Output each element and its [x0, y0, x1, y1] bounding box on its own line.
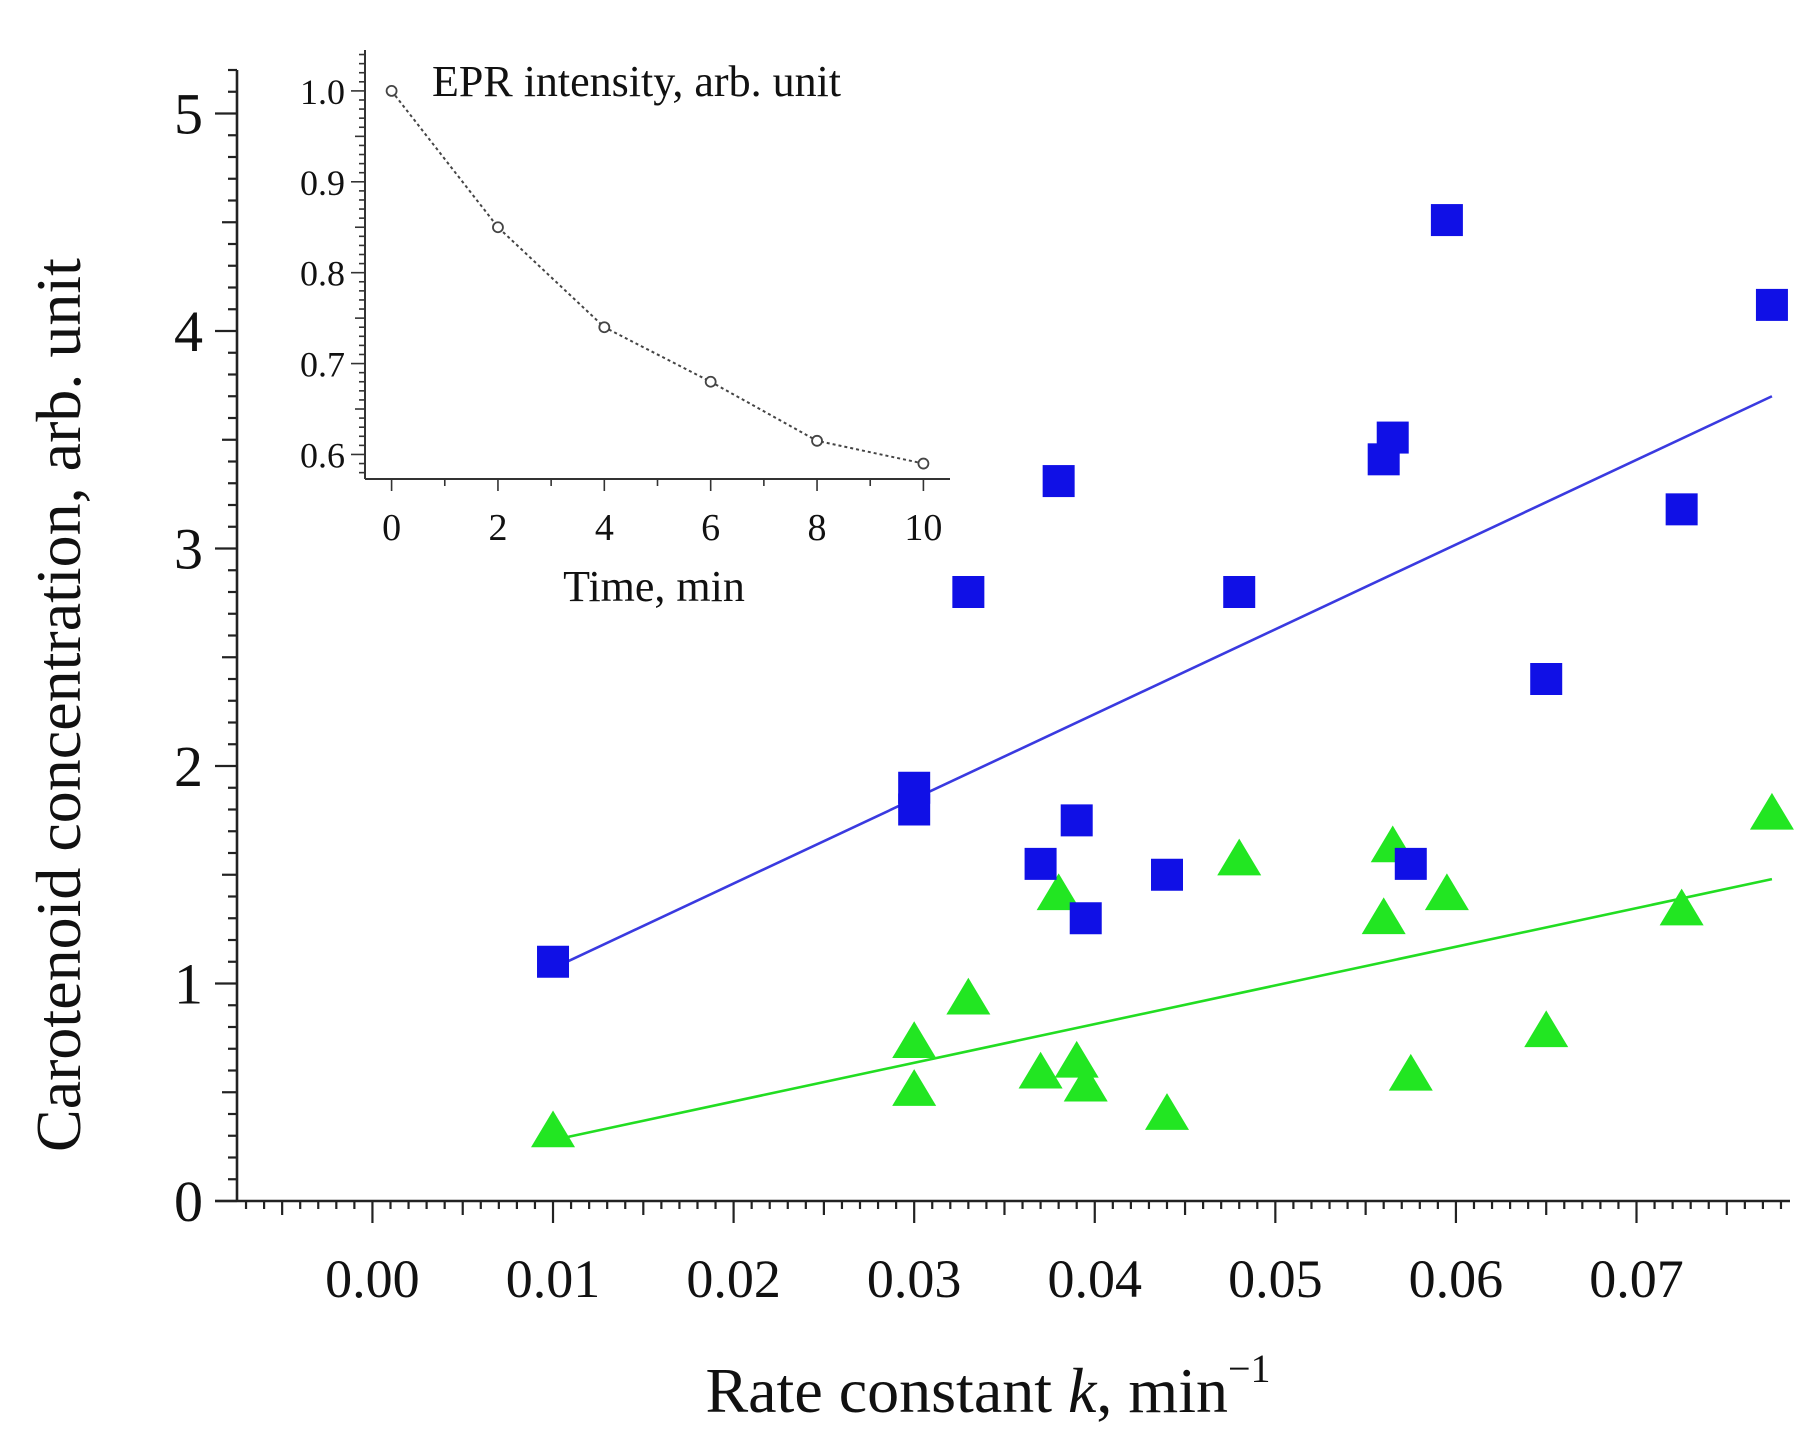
inset-data-points: [385, 85, 930, 470]
inset-tick-labels: 1.0 0.9 0.8 0.7 0.6 0 2 4 6 8 10: [300, 72, 942, 549]
main-x-axis-label: Rate constant k, min−1: [705, 1346, 1270, 1426]
square-data-point: [1069, 902, 1102, 935]
inset-y-tick-label: 0.6: [300, 435, 345, 475]
square-data-point: [1042, 465, 1075, 498]
triangle-data-point: [1388, 1053, 1433, 1091]
main-ticks: [215, 68, 1783, 1223]
triangle-data-point: [1054, 1040, 1099, 1078]
square-data-point: [537, 945, 570, 978]
x-tick-label: 0.01: [506, 1249, 601, 1309]
triangle-data-point: [892, 1021, 937, 1059]
square-data-point: [1394, 847, 1427, 880]
main-chart: 0 1 2 3 4 5 0.00 0.01 0.02 0.03 0.04 0.05 0.06 0.07 R…: [23, 68, 1794, 1426]
inset-x-tick-label: 4: [595, 507, 614, 549]
square-data-point: [952, 576, 985, 608]
triangle-data-point: [1063, 1064, 1108, 1102]
inset-data-point: [917, 457, 930, 470]
triangle-data-point: [1217, 838, 1262, 876]
square-data-point: [1223, 576, 1256, 608]
triangle-data-point: [1424, 873, 1469, 911]
x-tick-label: 0.02: [686, 1249, 781, 1309]
square-data-point: [1755, 288, 1788, 321]
y-tick-label: 0: [174, 1169, 203, 1234]
y-tick-label: 5: [174, 82, 203, 147]
inset-y-tick-label: 0.7: [300, 345, 345, 385]
inset-series-line: [390, 90, 924, 465]
y-tick-label: 1: [174, 952, 203, 1017]
x-tick-label: 0.00: [325, 1249, 420, 1309]
inset-data-point: [492, 221, 504, 234]
square-data-point: [1024, 847, 1057, 880]
triangle-data-point: [1524, 1010, 1569, 1048]
inset-x-axis-label: Time, min: [563, 562, 745, 611]
inset-y-tick-label: 0.9: [300, 163, 345, 203]
inset-x-tick-label: 2: [488, 507, 507, 549]
inset-x-tick-label: 6: [701, 507, 720, 549]
inset-x-tick-label: 8: [808, 507, 827, 549]
square-series-trend-line: [552, 395, 1773, 970]
main-trend-lines: [552, 395, 1773, 1142]
inset-data-point: [704, 375, 717, 388]
inset-ticks: [351, 53, 925, 491]
inset-y-tick-label: 0.8: [300, 254, 345, 294]
inset-y-tick-label: 1.0: [300, 72, 345, 112]
square-data-point: [1060, 804, 1093, 837]
triangle-series-trend-line: [552, 877, 1773, 1142]
square-data-point: [1665, 493, 1698, 526]
main-data-points: [531, 204, 1794, 1148]
x-tick-label: 0.06: [1409, 1249, 1504, 1309]
square-data-point: [1530, 663, 1563, 695]
inset-data-point: [385, 85, 398, 97]
triangle-data-point: [1144, 1093, 1189, 1130]
triangle-data-point: [1018, 1051, 1063, 1089]
inset-title: EPR intensity, arb. unit: [432, 57, 841, 106]
y-tick-label: 3: [174, 517, 203, 582]
inset-chart: 1.0 0.9 0.8 0.7 0.6 0 2 4 6 8 10 EPR intensity, ar…: [300, 50, 950, 611]
square-data-point: [1376, 421, 1409, 454]
triangle-data-point: [946, 977, 991, 1015]
triangle-data-point: [1659, 888, 1704, 926]
y-tick-label: 2: [174, 734, 203, 799]
x-tick-label: 0.07: [1589, 1249, 1684, 1309]
main-y-axis-label: Carotenoid concentration, arb. unit: [23, 258, 94, 1152]
inset-x-tick-label: 0: [382, 507, 401, 549]
square-data-point: [1430, 204, 1463, 237]
square-data-point: [1150, 858, 1183, 891]
x-tick-label: 0.03: [867, 1249, 962, 1309]
triangle-data-point: [1036, 873, 1081, 911]
square-data-point: [898, 793, 931, 826]
main-tick-labels: 0 1 2 3 4 5 0.00 0.01 0.02 0.03 0.04 0.05 0.06 0.07: [174, 82, 1684, 1310]
inset-x-tick-label: 10: [904, 507, 942, 549]
y-tick-label: 4: [174, 299, 203, 364]
triangle-data-point: [1749, 792, 1794, 830]
triangle-data-point: [892, 1069, 937, 1106]
x-tick-label: 0.04: [1048, 1249, 1143, 1309]
triangle-data-point: [1361, 897, 1406, 935]
inset-data-point: [598, 321, 611, 334]
x-tick-label: 0.05: [1228, 1249, 1323, 1309]
triangle-data-point: [531, 1110, 576, 1148]
inset-data-point: [811, 434, 823, 447]
